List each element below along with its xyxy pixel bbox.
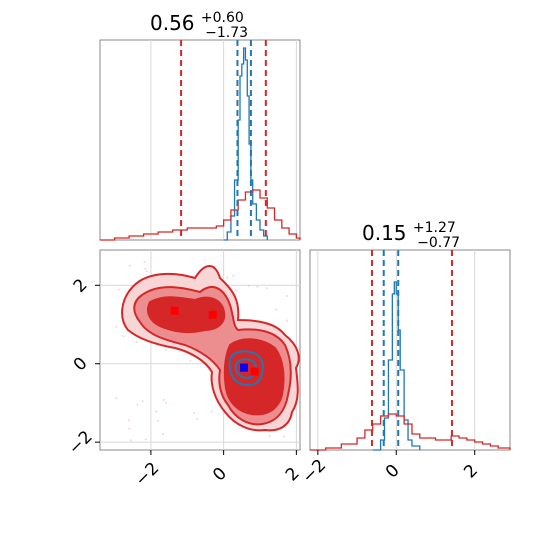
joint-scatter-point-51 xyxy=(275,308,278,311)
marginal-y-title-median: 0.15 xyxy=(362,221,407,245)
red-mode-marker-1 xyxy=(208,310,217,319)
marginal-y-title: 0.15 +1.27 −0.77 xyxy=(362,213,462,251)
joint-scatter-point-61 xyxy=(164,348,167,351)
joint-scatter-point-22 xyxy=(156,420,159,423)
marginal-x-hist-series-0 xyxy=(223,47,268,241)
joint-scatter-point-13 xyxy=(286,295,289,298)
joint-scatter-point-65 xyxy=(143,261,146,264)
joint-scatter-point-5 xyxy=(165,401,168,404)
joint-ytick-label-1: 0 xyxy=(70,354,92,376)
marginal-y-tick-label-0: −2 xyxy=(298,456,330,488)
marginal-y-tick-label-2: 2 xyxy=(460,461,482,483)
marginal-y-hist-series-0 xyxy=(372,281,421,451)
joint-scatter-point-58 xyxy=(210,410,213,413)
marginal-y-frame xyxy=(309,249,511,451)
marginal-y-title-minus: −0.77 xyxy=(417,235,460,251)
marginal-y-tick-label-1: 0 xyxy=(382,461,404,483)
joint-markers xyxy=(170,306,259,376)
marginal-x-grid xyxy=(150,40,297,240)
joint-scatter-point-47 xyxy=(130,439,133,442)
marginal-x-panel: 0.56 +0.60 −1.73 xyxy=(99,3,301,241)
marginal-y-histograms xyxy=(310,281,511,451)
marginal-x-title: 0.56 +0.60 −1.73 xyxy=(150,3,250,41)
joint-scatter-point-28 xyxy=(122,335,125,338)
joint-xtick-label-0: −2 xyxy=(131,459,163,491)
marginal-x-title-median: 0.56 xyxy=(150,11,195,35)
joint-scatter-point-57 xyxy=(128,264,131,267)
red-mode-marker-2 xyxy=(250,367,259,376)
joint-scatter-point-59 xyxy=(265,287,268,290)
joint-scatter-point-56 xyxy=(144,267,147,270)
joint-scatter-point-55 xyxy=(155,410,158,413)
joint-scatter-point-10 xyxy=(145,270,148,273)
marginal-y-panel: 0.15 +1.27 −0.77 −2 0 2 xyxy=(298,213,511,487)
marginal-x-hist-series-1 xyxy=(100,189,301,241)
joint-scatter-point-35 xyxy=(247,284,250,287)
marginal-y-ticklabels: −2 0 2 xyxy=(298,450,482,487)
joint-scatter-point-6 xyxy=(232,274,235,277)
joint-scatter-point-45 xyxy=(115,325,118,328)
joint-scatter-point-69 xyxy=(115,397,118,400)
marginal-x-frame xyxy=(99,39,301,241)
joint-scatter-point-44 xyxy=(162,433,165,436)
joint-scatter-point-12 xyxy=(135,340,138,343)
joint-scatter-point-11 xyxy=(283,435,286,438)
joint-xtick-label-2: 2 xyxy=(282,464,304,486)
joint-scatter-point-64 xyxy=(256,285,259,288)
joint-scatter-point-32 xyxy=(192,411,195,414)
joint-scatter-point-16 xyxy=(144,438,147,441)
joint-contents xyxy=(100,250,300,450)
joint-scatter-point-50 xyxy=(136,403,139,406)
joint-scatter-point-36 xyxy=(162,398,165,401)
red-mode-marker-0 xyxy=(170,306,179,315)
marginal-y-quantiles xyxy=(370,250,453,450)
blue-contour-outer xyxy=(228,350,264,387)
marginal-x-quantiles xyxy=(180,40,267,240)
joint-scatter-point-3 xyxy=(128,419,131,422)
marginal-x-title-plus: +0.60 xyxy=(201,10,244,26)
joint-scatter-point-21 xyxy=(128,427,131,430)
joint-xtick-label-1: 0 xyxy=(209,464,231,486)
joint-scatter-point-48 xyxy=(196,418,199,421)
marginal-x-title-minus: −1.73 xyxy=(205,25,248,41)
joint-scatter-point-66 xyxy=(226,276,229,279)
marginal-y-title-plus: +1.27 xyxy=(413,220,456,236)
joint-scatter-point-14 xyxy=(189,360,192,363)
joint-ytick-label-2: 2 xyxy=(70,275,92,297)
joint-scatter-point-8 xyxy=(234,289,237,292)
joint-ytick-label-0: −2 xyxy=(65,427,97,459)
joint-scatter-point-19 xyxy=(141,400,144,403)
joint-scatter-point-52 xyxy=(118,288,121,291)
joint-scatter-point-37 xyxy=(268,435,271,438)
marginal-x-histograms xyxy=(100,47,301,241)
joint-panel: −2 0 2 −2 0 2 xyxy=(65,249,304,491)
joint-scatter-point-30 xyxy=(285,319,288,322)
marginal-y-hist-series-1 xyxy=(310,413,511,451)
blue-mode-marker xyxy=(240,363,248,372)
